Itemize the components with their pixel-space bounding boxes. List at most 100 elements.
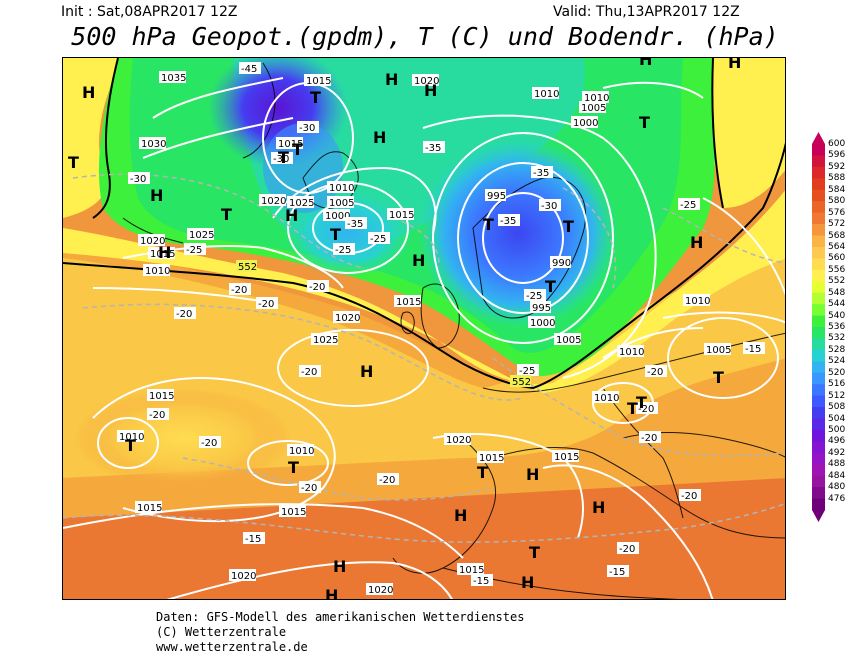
colorbar-swatch: [812, 395, 825, 408]
high-center: H: [526, 465, 539, 484]
high-center: H: [690, 233, 703, 252]
pressure-label: 1025: [313, 335, 338, 346]
temp-label: -25: [680, 200, 696, 211]
colorbar-label: 592: [828, 161, 846, 172]
colorbar-label: 532: [828, 333, 846, 344]
colorbar-swatch: [812, 487, 825, 500]
pressure-label: 995: [487, 191, 506, 202]
pressure-label: 1010: [584, 93, 609, 104]
temp-label: -20: [176, 309, 192, 320]
colorbar-swatch: [812, 224, 825, 236]
high-center: H: [82, 83, 95, 102]
temp-label: -35: [425, 143, 441, 154]
colorbar-swatch: [812, 384, 825, 397]
colorbar-label: 484: [828, 470, 846, 481]
temp-label: -15: [245, 534, 261, 545]
colorbar-swatch: [812, 144, 825, 156]
colorbar-label: 536: [828, 322, 846, 332]
chart-title: 500 hPa Geopot.(gpdm), T (C) und Bodendr…: [71, 22, 779, 51]
pressure-label: 1015: [149, 391, 174, 402]
colorbar-label: 572: [828, 219, 846, 230]
pressure-label: 1025: [289, 198, 314, 209]
temp-label: -30: [299, 123, 315, 134]
colorbar-label: 488: [828, 459, 846, 470]
high-center: H: [360, 362, 373, 381]
colorbar-label: 520: [828, 367, 846, 378]
pressure-label: 1005: [329, 198, 354, 209]
temp-label: -20: [641, 433, 657, 444]
colorbar-label: 576: [828, 207, 846, 218]
temp-label: -25: [370, 234, 386, 245]
low-center: T: [529, 543, 540, 562]
colorbar-swatch: [812, 155, 825, 168]
temp-label: -25: [186, 245, 202, 256]
weather-map: 1035 1015 1020 1030 1015 1010 1005 1000 …: [62, 57, 786, 600]
temp-label: -25: [519, 366, 535, 377]
colorbar-label: 492: [828, 447, 846, 458]
pressure-label: 1015: [554, 452, 579, 463]
colorbar-swatch: [812, 361, 825, 374]
pressure-label: 1010: [145, 266, 170, 277]
low-center: T: [330, 225, 341, 244]
temp-label: -30: [273, 154, 289, 165]
colorbar-swatch: [812, 258, 825, 271]
footer-website: www.wetterzentrale.de: [156, 640, 308, 654]
colorbar-swatch: [812, 498, 825, 511]
pressure-label: 1010: [594, 393, 619, 404]
temp-label: -20: [681, 491, 697, 502]
temp-label: -20: [231, 285, 247, 296]
colorbar-swatch: [812, 372, 825, 385]
high-center: H: [158, 243, 171, 262]
colorbar-label: 504: [828, 413, 846, 424]
temp-label: -20: [638, 404, 654, 415]
temp-label: -25: [526, 291, 542, 302]
colorbar-label: 596: [828, 150, 846, 161]
pressure-label: 1020: [261, 196, 286, 207]
colorbar-label: 544: [828, 299, 846, 310]
temp-label: -20: [309, 282, 325, 293]
temp-label: -30: [541, 201, 557, 212]
pressure-label: 1010: [685, 296, 710, 307]
high-center: H: [592, 498, 605, 517]
pressure-label: 1005: [556, 335, 581, 346]
temp-label: -15: [609, 567, 625, 578]
colorbar-label: 580: [828, 196, 846, 207]
low-center: T: [68, 153, 79, 172]
colorbar-label: 552: [828, 276, 846, 287]
low-center: T: [713, 368, 724, 387]
pressure-label: 1015: [137, 503, 162, 514]
high-center: H: [639, 58, 652, 69]
pressure-label: 1005: [581, 103, 606, 114]
high-center: H: [412, 251, 425, 270]
colorbar-bottom-arrow: [812, 510, 825, 522]
pressure-label: 1010: [289, 446, 314, 457]
colorbar-swatch: [812, 407, 825, 419]
colorbar-label: 476: [828, 493, 846, 504]
pressure-label: 1015: [396, 297, 421, 308]
colorbar-label: 528: [828, 344, 846, 355]
colorbar-swatch: [812, 327, 825, 339]
colorbar-swatch: [812, 246, 825, 259]
pressure-label: 1020: [335, 313, 360, 324]
colorbar-label: 508: [828, 402, 846, 413]
colorbar-label: 564: [828, 241, 846, 252]
pressure-label: 1020: [446, 435, 471, 446]
pressure-label: 1030: [141, 139, 166, 150]
low-center: T: [545, 277, 556, 296]
temp-label: -35: [533, 168, 549, 179]
low-center: T: [288, 458, 299, 477]
high-center: H: [728, 58, 741, 72]
colorbar-label: 560: [828, 253, 846, 264]
temp-label: -20: [301, 483, 317, 494]
high-center: H: [333, 557, 346, 576]
pressure-label: 1015: [150, 249, 175, 260]
colorbar: [812, 132, 825, 522]
temp-label: -20: [201, 438, 217, 449]
pressure-label: 1020: [231, 571, 256, 582]
colorbar-label: 600: [828, 139, 846, 149]
high-center: H: [285, 206, 298, 225]
colorbar-label: 556: [828, 264, 846, 275]
colorbar-label: 568: [828, 230, 846, 241]
colorbar-swatch: [812, 292, 825, 305]
temp-label: -35: [347, 219, 363, 230]
